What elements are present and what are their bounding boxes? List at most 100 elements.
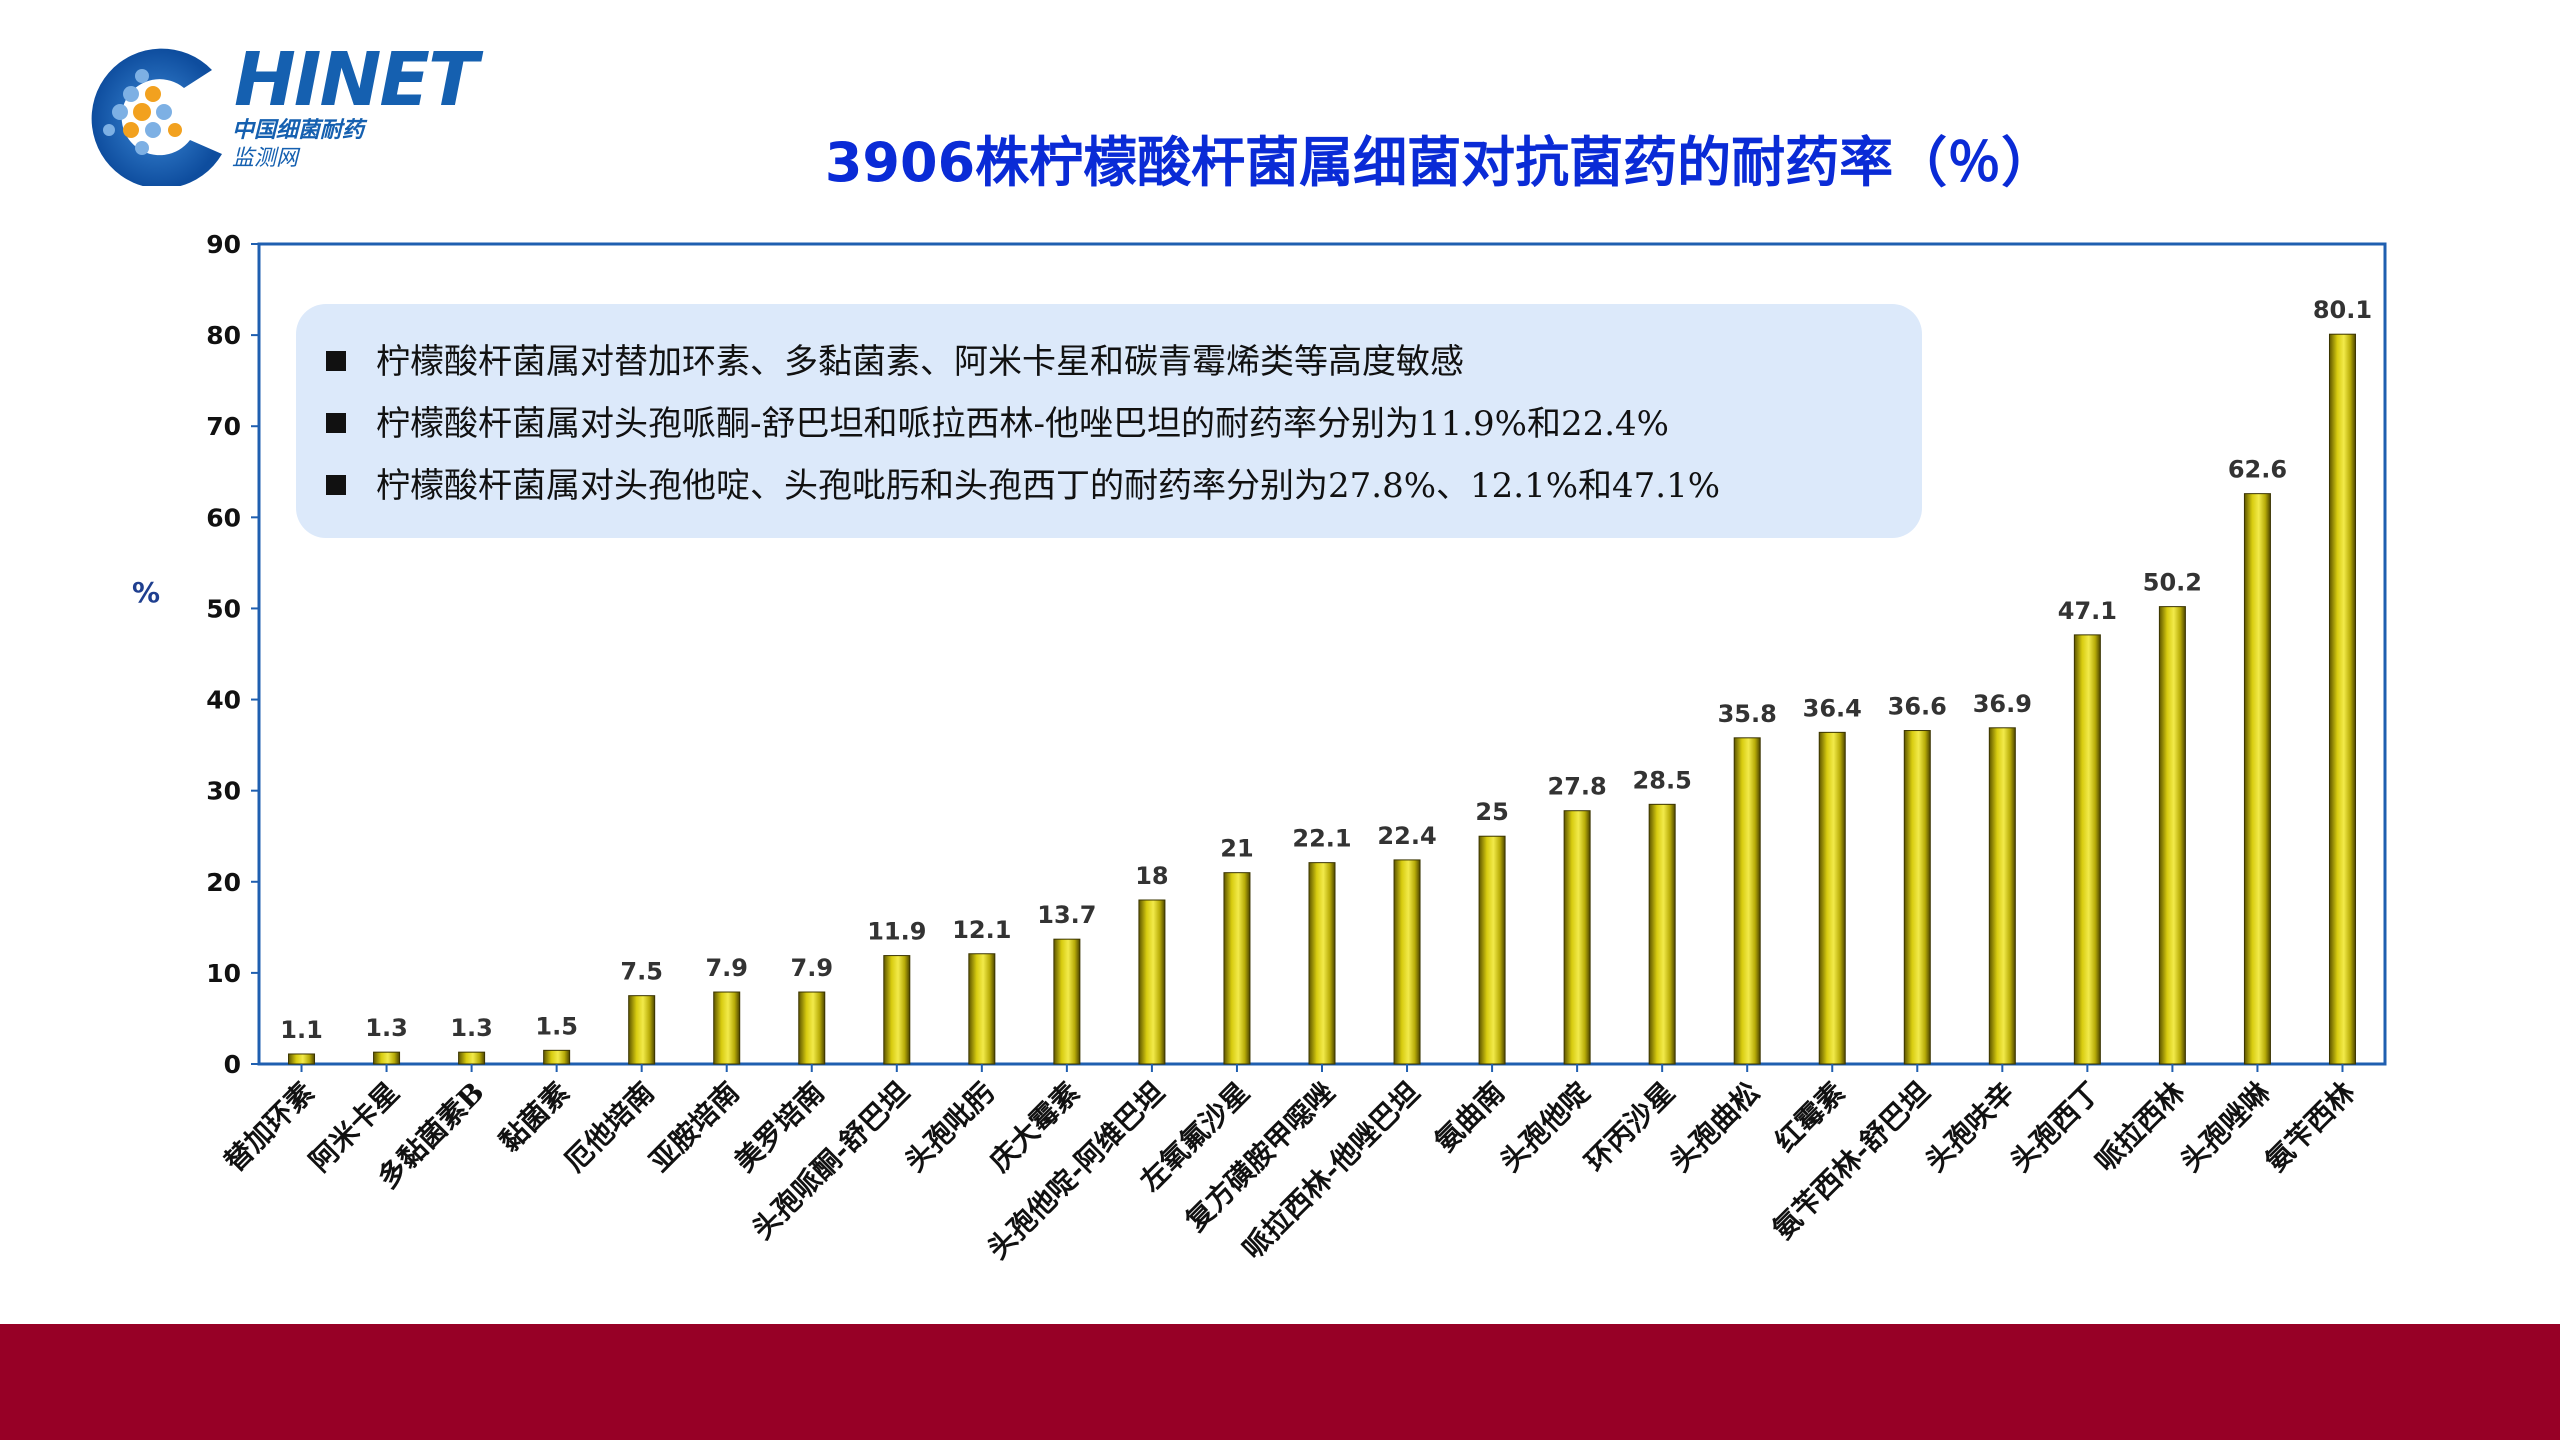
data-label: 22.4 — [1377, 822, 1436, 850]
data-label: 35.8 — [1718, 700, 1777, 728]
bar — [1393, 859, 1421, 1065]
x-tick-label: 头孢吡肟 — [898, 1076, 1001, 1179]
data-label: 36.4 — [1803, 694, 1862, 722]
bullet-square-icon — [326, 413, 346, 433]
bar — [543, 1049, 571, 1065]
data-label: 47.1 — [2058, 597, 2117, 625]
y-tick-label: 50 — [206, 594, 241, 623]
data-label: 28.5 — [1633, 766, 1692, 794]
data-label: 80.1 — [2313, 296, 2372, 324]
data-label: 1.3 — [365, 1014, 408, 1042]
bar — [373, 1051, 401, 1065]
bar — [2158, 606, 2186, 1065]
bar — [2073, 634, 2101, 1065]
x-tick-label: 环丙沙星 — [1579, 1076, 1682, 1179]
y-tick-label: 40 — [206, 686, 241, 715]
key-finding-3: 柠檬酸杆菌属对头孢他啶、头孢吡肟和头孢西丁的耐药率分别为27.8%、12.1%和… — [326, 458, 1720, 507]
bar — [1138, 899, 1166, 1065]
bar-chart: 0 10 20 30 40 50 60 70 80 90 % 1.1 1.3 1.3 1.5 7.5 7.9… — [132, 230, 2387, 1266]
logo-subtitle-line1: 中国细菌耐药 — [232, 118, 365, 143]
x-tick-label: 头孢西丁 — [2004, 1076, 2107, 1179]
x-tick-label: 头孢他啶 — [1494, 1076, 1597, 1179]
x-tick-label: 哌拉西林 — [2089, 1076, 2192, 1179]
bar — [458, 1051, 486, 1065]
bar-series: 1.1 1.3 1.3 1.5 7.5 7.9 7.9 11.9 12.1 13.7 18 21 22.… — [280, 296, 2372, 1065]
data-label: 7.9 — [791, 954, 834, 982]
x-tick-label: 氨曲南 — [1428, 1076, 1511, 1159]
data-label: 27.8 — [1548, 773, 1607, 801]
bar — [1563, 810, 1591, 1065]
x-tick-label: 头孢曲松 — [1664, 1076, 1767, 1179]
logo: HINET 中国细菌耐药 监测网 — [72, 36, 478, 186]
y-axis: 0 10 20 30 40 50 60 70 80 90 — [206, 230, 259, 1079]
data-label: 25 — [1475, 798, 1508, 826]
data-label: 7.9 — [705, 954, 748, 982]
y-tick-label: 90 — [206, 230, 241, 259]
data-label: 50.2 — [2143, 569, 2202, 597]
bar — [2328, 333, 2356, 1065]
y-tick-label: 70 — [206, 412, 241, 441]
data-label: 1.5 — [535, 1012, 578, 1040]
bar — [1223, 872, 1251, 1065]
logo-globe-icon — [91, 48, 222, 186]
bar — [798, 991, 826, 1065]
x-tick-label: 复方磺胺甲噁唑 — [1179, 1076, 1341, 1238]
key-finding-2-text: 柠檬酸杆菌属对头孢哌酮-舒巴坦和哌拉西林-他唑巴坦的耐药率分别为11.9%和22… — [376, 404, 1669, 444]
bar — [1903, 730, 1931, 1065]
y-tick-label: 20 — [206, 868, 241, 897]
data-label: 13.7 — [1037, 901, 1096, 929]
key-finding-1: 柠檬酸杆菌属对替加环素、多黏菌素、阿米卡星和碳青霉烯类等高度敏感 — [326, 334, 1464, 383]
data-label: 12.1 — [952, 916, 1011, 944]
bar — [1053, 938, 1081, 1065]
bar — [1308, 862, 1336, 1065]
x-tick-label: 氨苄西林 — [2259, 1076, 2362, 1179]
bar — [1818, 731, 1846, 1065]
data-label: 22.1 — [1292, 825, 1351, 853]
key-finding-1-text: 柠檬酸杆菌属对替加环素、多黏菌素、阿米卡星和碳青霉烯类等高度敏感 — [376, 342, 1464, 382]
logo-subtitle-line2: 监测网 — [232, 146, 299, 171]
key-finding-2: 柠檬酸杆菌属对头孢哌酮-舒巴坦和哌拉西林-他唑巴坦的耐药率分别为11.9%和22… — [326, 396, 1669, 445]
x-tick-label: 头孢哌酮-舒巴坦 — [746, 1076, 916, 1246]
bar — [628, 995, 656, 1065]
data-label: 1.3 — [450, 1014, 493, 1042]
bar — [713, 991, 741, 1065]
data-label: 7.5 — [620, 958, 663, 986]
bar — [1988, 727, 2016, 1065]
footer-band — [0, 1324, 2560, 1440]
data-label: 36.9 — [1973, 690, 2032, 718]
key-finding-3-text: 柠檬酸杆菌属对头孢他啶、头孢吡肟和头孢西丁的耐药率分别为27.8%、12.1%和… — [376, 466, 1721, 506]
y-tick-label: 30 — [206, 777, 241, 806]
x-tick-label: 头孢唑啉 — [2174, 1076, 2277, 1179]
y-tick-label: 80 — [206, 321, 241, 350]
x-tick-label: 黏菌素 — [493, 1076, 576, 1159]
data-label: 36.6 — [1888, 693, 1947, 721]
data-label: 21 — [1220, 835, 1253, 863]
x-tick-label: 亚胺培南 — [643, 1076, 746, 1179]
bar — [2243, 493, 2271, 1065]
page-title: 3906株柠檬酸杆菌属细菌对抗菌药的耐药率（％） — [824, 131, 2056, 194]
x-tick-label: 厄他培南 — [558, 1076, 661, 1179]
x-tick-label: 氨苄西林-舒巴坦 — [1766, 1076, 1936, 1246]
key-findings-box: 柠檬酸杆菌属对替加环素、多黏菌素、阿米卡星和碳青霉烯类等高度敏感 柠檬酸杆菌属对… — [296, 304, 1922, 538]
x-tick-label: 红霉素 — [1768, 1076, 1851, 1159]
bar — [968, 953, 996, 1065]
bar — [288, 1053, 316, 1065]
y-tick-label: 0 — [224, 1050, 241, 1079]
bullet-square-icon — [326, 351, 346, 371]
bar — [1733, 737, 1761, 1065]
bullet-square-icon — [326, 475, 346, 495]
x-tick-label: 替加环素 — [218, 1076, 321, 1179]
logo-wordmark: HINET — [234, 37, 478, 123]
y-tick-label: 60 — [206, 503, 241, 532]
data-label: 11.9 — [867, 918, 926, 946]
data-label: 1.1 — [280, 1016, 323, 1044]
bar — [1648, 803, 1676, 1065]
data-label: 62.6 — [2228, 456, 2287, 484]
bar — [883, 955, 911, 1065]
data-label: 18 — [1135, 862, 1168, 890]
y-tick-label: 10 — [206, 959, 241, 988]
y-axis-label: % — [132, 576, 160, 609]
bar — [1478, 835, 1506, 1065]
x-tick-label: 头孢呋辛 — [1919, 1076, 2022, 1179]
